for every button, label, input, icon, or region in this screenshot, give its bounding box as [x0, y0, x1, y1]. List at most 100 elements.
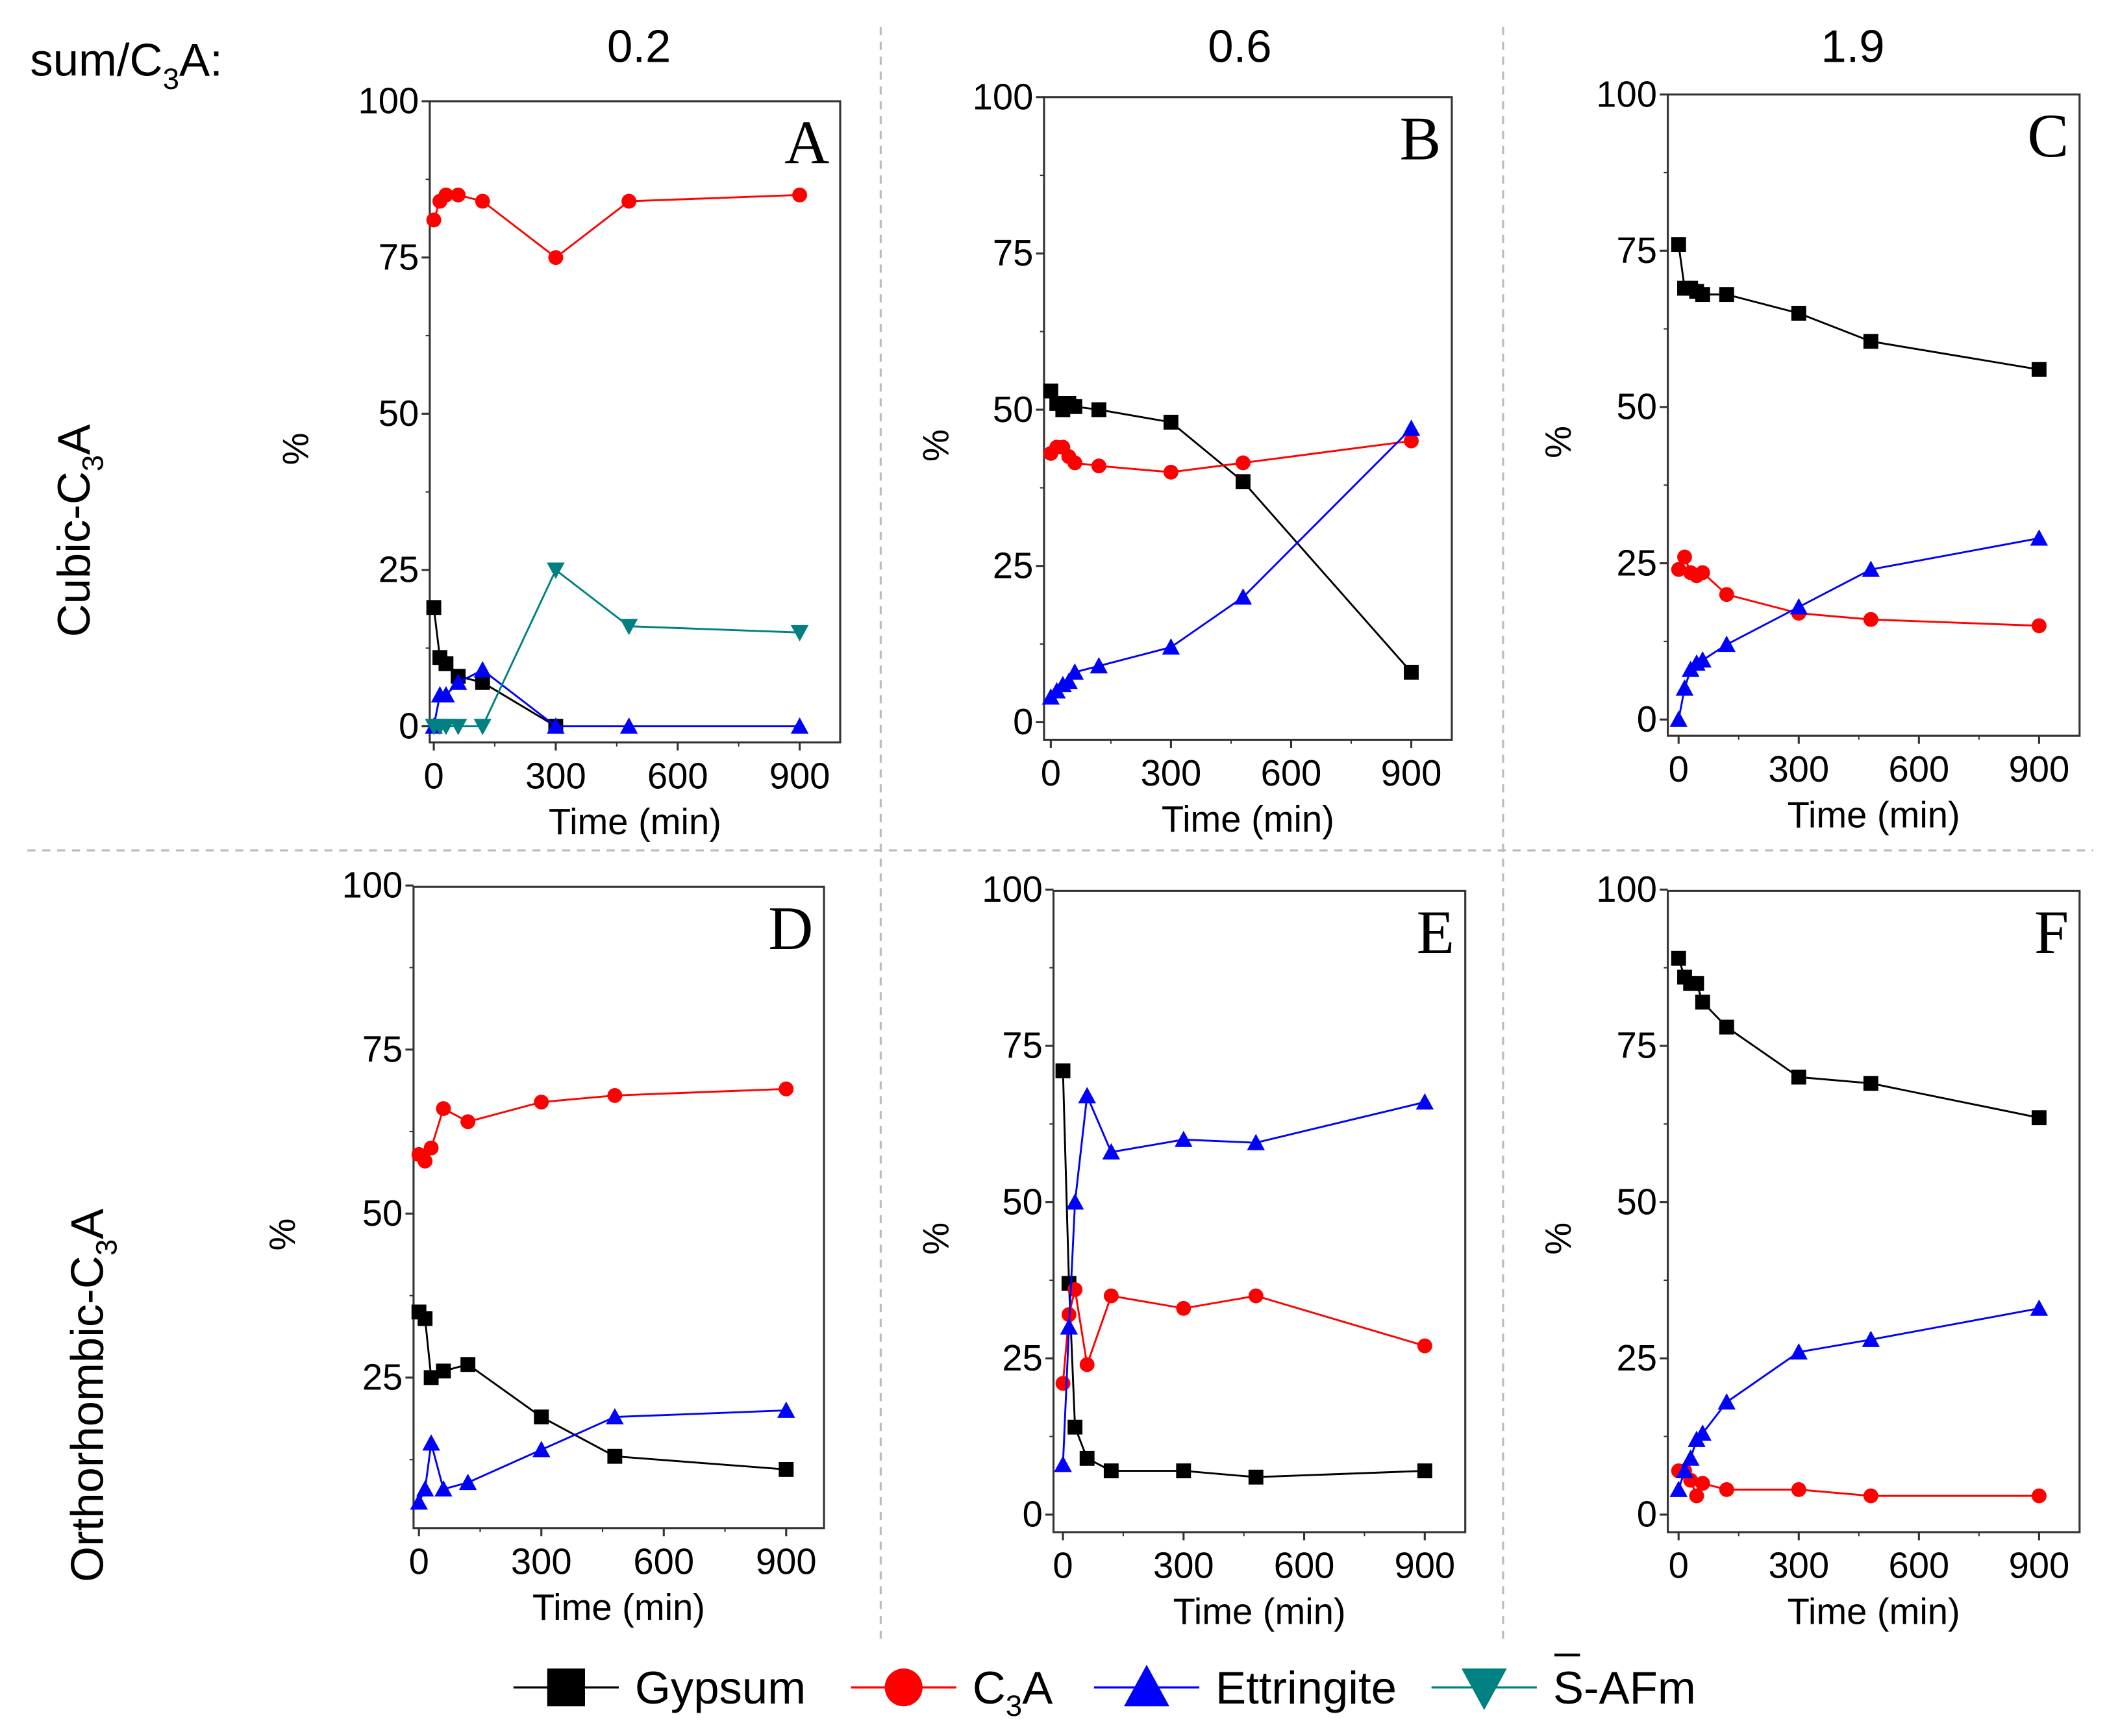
series-gypsum — [1671, 237, 2047, 377]
data-point — [1235, 455, 1251, 471]
data-point — [1719, 587, 1734, 602]
x-axis-label: Time (min) — [1788, 1591, 1960, 1631]
x-tick-label: 600 — [1889, 1545, 1950, 1586]
series-s-afm — [425, 562, 809, 736]
panel-letter: F — [2034, 898, 2069, 967]
x-axis-label: Time (min) — [1788, 795, 1960, 836]
data-point — [1176, 1300, 1191, 1316]
data-point — [422, 1434, 440, 1451]
data-point — [1055, 1063, 1071, 1078]
data-point — [438, 656, 454, 671]
series-ettringite — [1041, 419, 1421, 705]
data-point — [1078, 1087, 1096, 1104]
series-ettringite — [1669, 529, 2049, 727]
data-point — [1719, 1019, 1734, 1035]
series-gypsum — [1043, 383, 1419, 680]
column-value-2: 0.6 — [1208, 21, 1271, 72]
data-point — [1090, 657, 1108, 674]
y-tick-label: 25 — [379, 549, 419, 590]
data-point — [619, 717, 638, 734]
data-point — [423, 1370, 439, 1385]
x-tick-label: 300 — [1153, 1545, 1214, 1586]
x-tick-label: 600 — [1261, 752, 1322, 793]
data-point — [1402, 419, 1421, 436]
y-tick-label: 100 — [1596, 869, 1657, 910]
data-point — [1415, 1093, 1434, 1110]
data-point — [547, 717, 565, 734]
data-point — [534, 1409, 549, 1425]
legend-label: S-AFm — [1553, 1662, 1696, 1713]
data-point — [1669, 710, 1688, 727]
legend: Gypsum C3A Ettringite S-AFm — [513, 1654, 1696, 1722]
header-label: sum/C3A: — [30, 34, 222, 95]
y-tick-label: 75 — [1002, 1025, 1042, 1066]
data-point — [1055, 1376, 1071, 1391]
data-point — [1862, 560, 1880, 577]
data-point — [2030, 529, 2049, 546]
y-tick-label: 100 — [982, 869, 1043, 910]
y-axis-label: % — [1538, 426, 1578, 458]
x-tick-label: 900 — [769, 755, 830, 796]
data-point — [1695, 1476, 1710, 1491]
panel-letter: D — [768, 894, 813, 963]
data-point — [1417, 1463, 1432, 1479]
plot-frame — [1052, 889, 1467, 1533]
x-tick-label: 300 — [525, 755, 586, 796]
y-tick-label: 75 — [993, 232, 1033, 273]
y-tick-label: 0 — [1013, 701, 1033, 742]
data-point — [1689, 1488, 1704, 1504]
data-point — [410, 1493, 428, 1510]
panel-d: 25 50 75 100 0 300 600 900 Time (min)% D — [262, 865, 825, 1628]
series-c3a — [411, 1081, 794, 1169]
y-axis-label: % — [262, 1219, 303, 1251]
x-tick-label: 0 — [1053, 1545, 1073, 1586]
x-axis-label: Time (min) — [1173, 1591, 1346, 1631]
data-point — [607, 1448, 623, 1464]
plot-frame — [1043, 96, 1453, 741]
column-value-1: 0.2 — [607, 21, 671, 72]
data-point — [1248, 1469, 1264, 1485]
data-point — [1791, 306, 1806, 321]
data-point — [606, 1407, 624, 1425]
y-tick-label: 50 — [362, 1193, 403, 1234]
y-tick-label: 25 — [1617, 542, 1657, 583]
data-point — [475, 675, 490, 690]
data-point — [1054, 1456, 1072, 1472]
data-point — [1677, 549, 1692, 565]
data-point — [1682, 1449, 1700, 1466]
x-tick-label: 600 — [1889, 749, 1950, 789]
y-axis-label: % — [1538, 1222, 1578, 1255]
y-tick-label: 0 — [1637, 1494, 1657, 1535]
data-point — [449, 673, 468, 690]
series-ettringite — [410, 1401, 795, 1510]
series-ettringite — [1669, 1299, 2049, 1497]
panel-f: 0 25 50 75 100 0 300 600 900 Time (min)% F — [1538, 869, 2081, 1631]
data-point — [1247, 1134, 1265, 1150]
data-point — [475, 193, 490, 209]
x-tick-label: 0 — [423, 755, 443, 796]
x-tick-label: 300 — [1768, 1545, 1829, 1586]
data-point — [434, 1480, 453, 1497]
x-tick-label: 300 — [511, 1541, 572, 1581]
data-point — [1067, 399, 1082, 414]
data-point — [1863, 334, 1878, 349]
series-line — [418, 1409, 786, 1503]
data-point — [1163, 414, 1178, 430]
legend-marker — [1124, 1665, 1169, 1707]
data-point — [436, 1101, 451, 1117]
x-tick-label: 900 — [2009, 749, 2070, 789]
data-point — [437, 719, 455, 736]
y-tick-label: 25 — [1002, 1337, 1042, 1378]
data-point — [548, 250, 564, 266]
data-point — [1695, 565, 1710, 580]
data-point — [1675, 679, 1694, 696]
x-tick-label: 0 — [409, 1541, 429, 1581]
data-point — [416, 1480, 434, 1497]
data-point — [547, 562, 565, 579]
data-point — [1863, 1488, 1878, 1504]
data-point — [779, 1461, 794, 1477]
legend-label: Ettringite — [1216, 1662, 1397, 1713]
y-tick-label: 100 — [1596, 73, 1657, 114]
data-point — [2031, 362, 2047, 377]
x-axis-label: Time (min) — [532, 1587, 705, 1628]
